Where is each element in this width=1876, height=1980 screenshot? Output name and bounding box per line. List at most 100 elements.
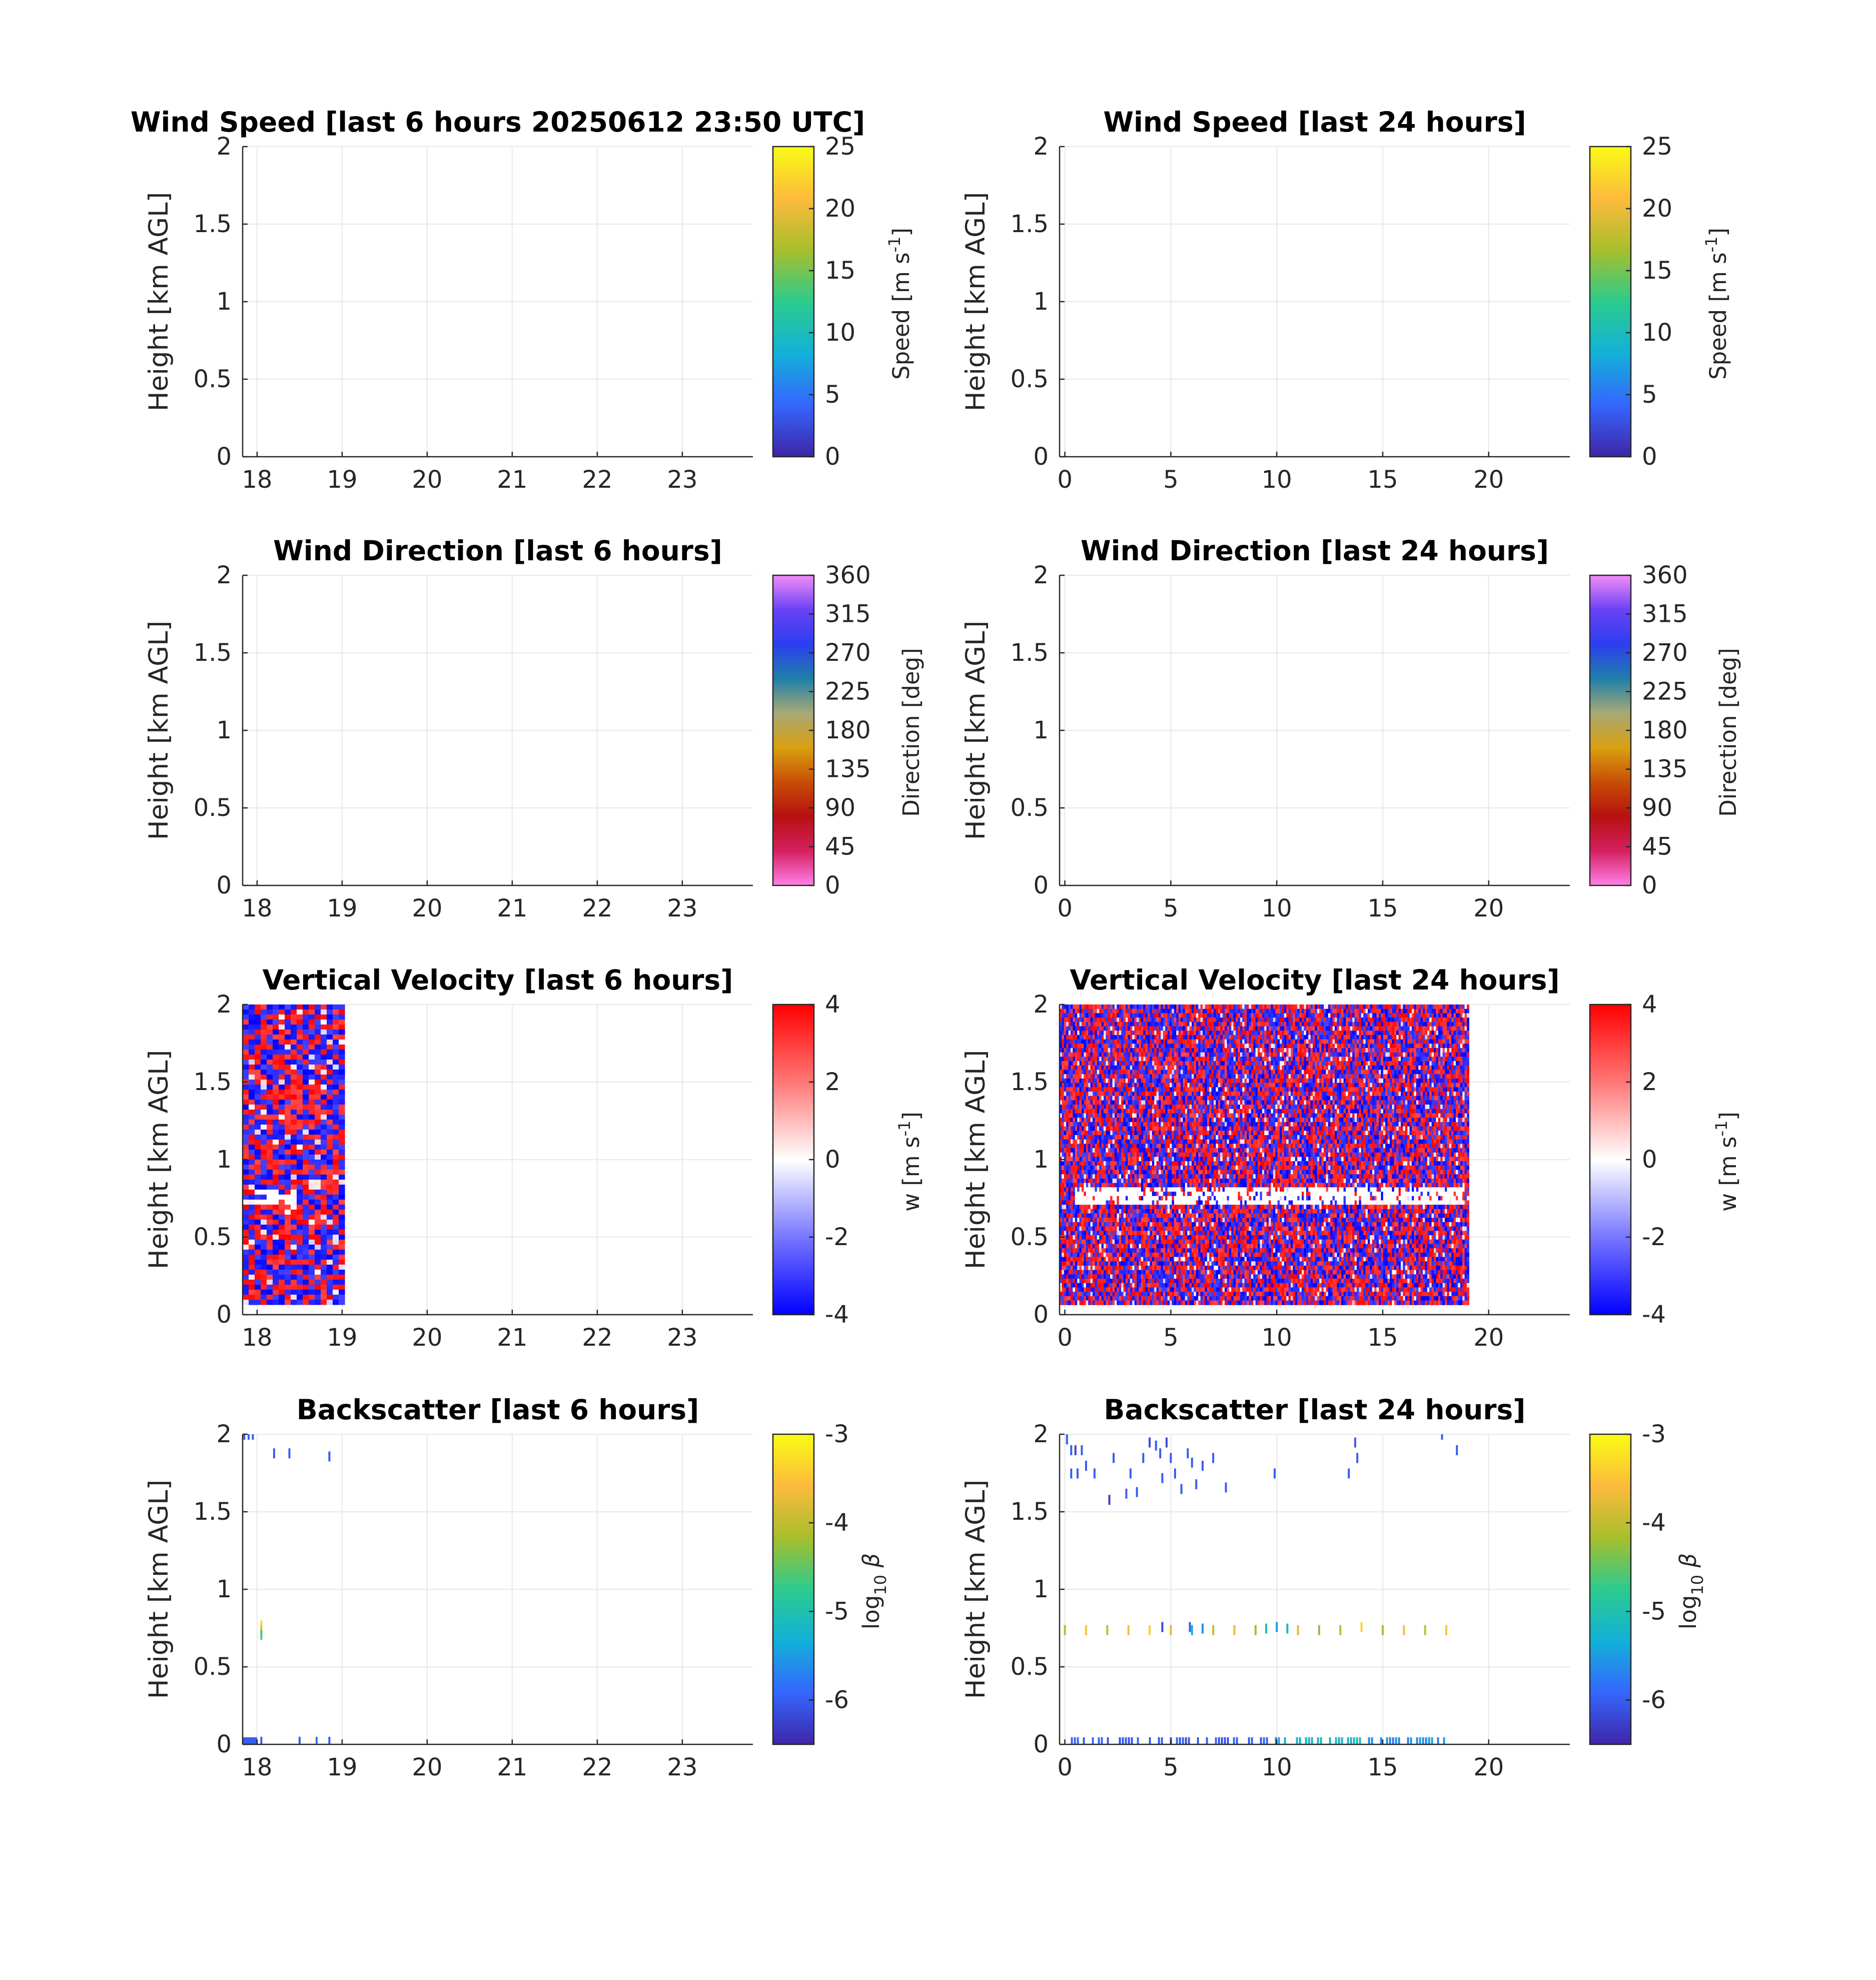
colorbar-tick-label: 20: [825, 195, 855, 223]
data-mark: [1161, 1473, 1164, 1483]
colorbar-tick-label: -4: [825, 1301, 849, 1329]
data-mark: [1106, 1625, 1109, 1635]
y-tick-label: 1.5: [194, 1068, 232, 1096]
x-tick-label: 20: [412, 466, 442, 494]
colorbar-tick-label: 90: [1642, 794, 1672, 822]
colorbar: [772, 1433, 815, 1745]
panel-w24: Vertical Velocity [last 24 hours] 0 0.5 1 1.…: [961, 964, 1741, 1352]
colorbar-label: Direction [deg]: [1715, 648, 1741, 817]
panel-dir6: Wind Direction [last 6 hours] 0 0.5 1 1.5 2 18…: [144, 535, 924, 922]
colorbar-tick-label: 270: [1642, 639, 1688, 667]
y-tick-label: 0: [216, 871, 232, 899]
colorbar-tick-label: 225: [825, 678, 871, 706]
colorbar-label: w [m s-1]: [895, 1112, 924, 1212]
colorbar-tick-label: -6: [825, 1686, 849, 1714]
colorbar-tick-label: -6: [1642, 1686, 1666, 1714]
y-tick-label: 1.5: [194, 210, 232, 238]
data-mark: [1180, 1484, 1183, 1494]
data-mark: [1064, 1625, 1066, 1635]
colorbar-tick-label: -5: [1642, 1597, 1666, 1625]
x-tick-label: 19: [327, 1324, 357, 1352]
x-tick-label: 20: [1473, 1753, 1504, 1781]
y-tick-label: 1: [1033, 1575, 1049, 1603]
colorbar-tick-label: 20: [1642, 195, 1672, 223]
x-tick-label: 21: [497, 1324, 527, 1352]
colorbar-tick-label: 5: [825, 381, 840, 409]
colorbar-tick-label: 315: [1642, 600, 1688, 628]
data-layer: [243, 1434, 331, 1744]
y-tick-label: 2: [1033, 1420, 1049, 1448]
x-tick-label: 10: [1262, 466, 1292, 494]
data-mark: [1070, 1468, 1073, 1479]
y-tick-label: 0: [1033, 1730, 1049, 1758]
panel-speed6: Wind Speed [last 6 hours 20250612 23:50 …: [131, 106, 914, 494]
data-mark: [1441, 1434, 1443, 1440]
chart-title: Wind Speed [last 24 hours]: [1103, 106, 1526, 138]
data-mark: [1129, 1468, 1132, 1479]
x-tick-label: 23: [667, 894, 697, 922]
colorbar-label: w [m s-1]: [1712, 1112, 1741, 1212]
colorbar-tick-label: 270: [825, 639, 871, 667]
x-tick-label: 15: [1367, 1324, 1398, 1352]
y-axis-label: Height [km AGL]: [144, 192, 174, 412]
colorbar-tick-label: -2: [825, 1223, 849, 1251]
colorbar-tick-label: -5: [825, 1597, 849, 1625]
chart-title: Wind Speed [last 6 hours 20250612 23:50 …: [131, 106, 865, 138]
data-mark: [1142, 1453, 1145, 1463]
y-tick-label: 0: [216, 1730, 232, 1758]
data-mark: [1161, 1622, 1164, 1632]
y-tick-label: 0.5: [194, 794, 232, 822]
colorbar-tick-label: 0: [825, 871, 840, 899]
y-tick-label: 0.5: [1011, 794, 1049, 822]
data-mark: [1276, 1622, 1278, 1632]
colorbar-label: log10 β: [1675, 1553, 1707, 1629]
data-mark: [1381, 1625, 1384, 1635]
y-tick-label: 0.5: [194, 365, 232, 393]
colorbar-tick-label: 0: [825, 443, 840, 471]
colorbar-tick-label: 15: [825, 257, 855, 285]
x-tick-label: 20: [412, 1753, 442, 1781]
x-tick-label: 5: [1163, 894, 1179, 922]
data-mark: [1201, 1461, 1204, 1471]
colorbar-tick-label: 315: [825, 600, 871, 628]
colorbar-tick-label: 2: [1642, 1068, 1657, 1096]
data-mark: [1149, 1625, 1151, 1635]
data-mark: [1149, 1437, 1151, 1448]
panel-w6: Vertical Velocity [last 6 hours] 0 0.5 1 1.5…: [144, 964, 924, 1352]
data-mark: [1127, 1625, 1130, 1635]
x-tick-label: 22: [582, 1324, 612, 1352]
colorbar-tick-label: 10: [1642, 319, 1672, 347]
x-tick-label: 18: [242, 1753, 272, 1781]
y-tick-label: 0: [1033, 1301, 1049, 1329]
colorbar: [1589, 1433, 1632, 1745]
colorbar-tick-label: 180: [825, 716, 871, 744]
data-mark: [1297, 1625, 1299, 1635]
data-mark: [1225, 1482, 1227, 1493]
colorbar-tick-label: 90: [825, 794, 855, 822]
colorbar-label: Speed [m s-1]: [1702, 228, 1731, 380]
y-tick-label: 1: [1033, 288, 1049, 316]
y-tick-label: 0: [216, 1301, 232, 1329]
colorbar-tick-label: 15: [1642, 257, 1672, 285]
data-mark: [1195, 1479, 1198, 1490]
y-tick-label: 0.5: [194, 1223, 232, 1251]
y-axis-label: Height [km AGL]: [961, 192, 991, 412]
y-tick-label: 1: [216, 288, 232, 316]
y-tick-label: 2: [216, 1420, 232, 1448]
data-mark: [1155, 1440, 1157, 1451]
x-tick-label: 19: [327, 466, 357, 494]
data-mark: [247, 1434, 250, 1440]
data-mark: [1170, 1625, 1172, 1635]
x-tick-label: 15: [1367, 1753, 1398, 1781]
y-tick-label: 2: [216, 133, 232, 161]
x-tick-label: 5: [1163, 1324, 1179, 1352]
x-tick-label: 18: [242, 466, 272, 494]
y-tick-label: 2: [216, 561, 232, 589]
colorbar-tick-label: -3: [825, 1420, 849, 1448]
colorbar-tick-label: 4: [825, 991, 840, 1019]
colorbar: [772, 574, 815, 886]
data-mark: [243, 1434, 246, 1440]
data-mark: [1108, 1495, 1111, 1505]
colorbar-tick-label: -2: [1642, 1223, 1666, 1251]
y-axis-label: Height [km AGL]: [144, 1480, 174, 1699]
